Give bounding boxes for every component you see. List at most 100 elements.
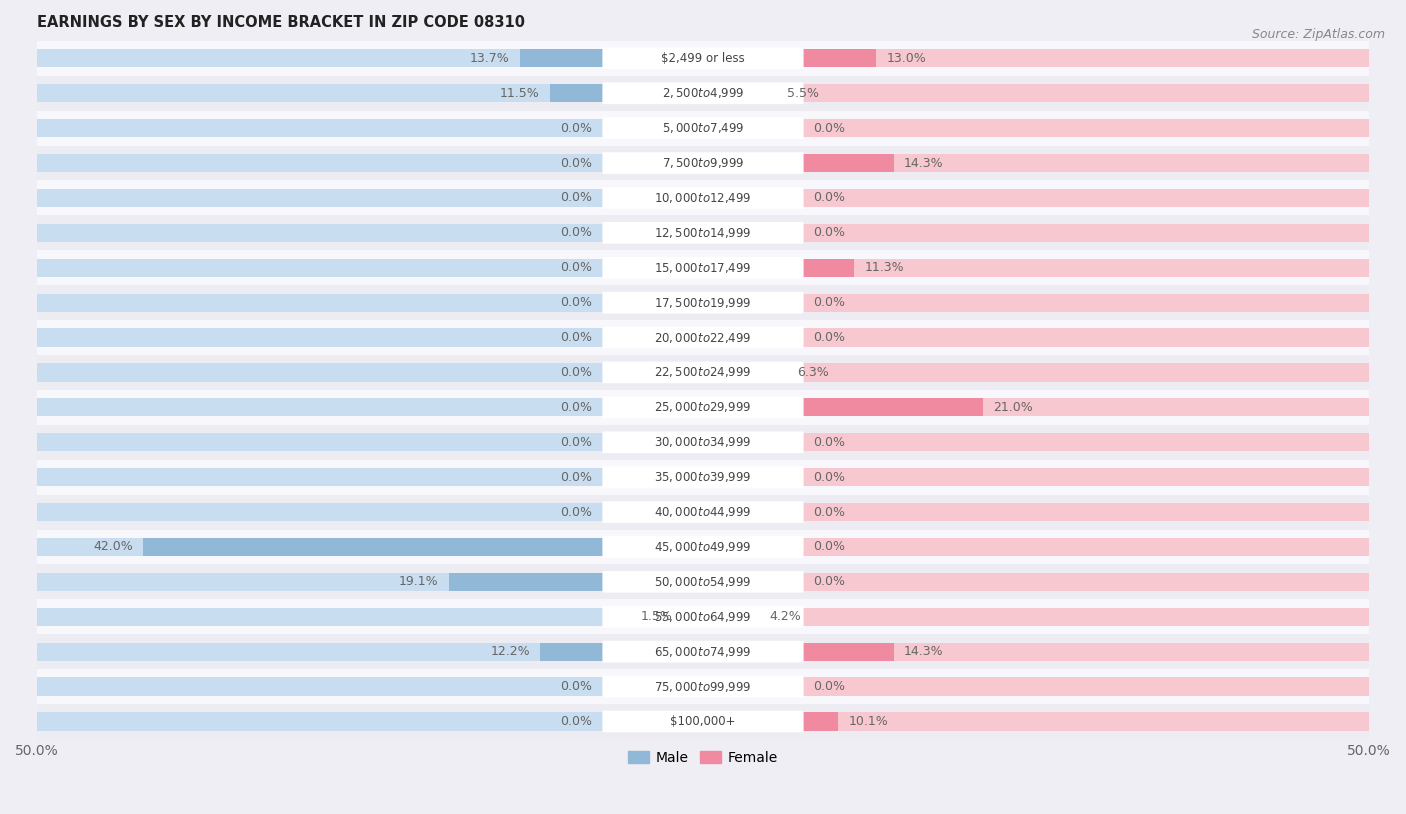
Bar: [803, 573, 1369, 591]
Bar: [37, 189, 603, 207]
Text: $65,000 to $74,999: $65,000 to $74,999: [654, 645, 752, 659]
Bar: [803, 712, 1369, 730]
Text: 19.1%: 19.1%: [398, 575, 437, 589]
Bar: [37, 329, 603, 347]
Bar: [37, 320, 1369, 355]
Bar: [803, 608, 1369, 626]
Text: 0.0%: 0.0%: [814, 505, 845, 519]
Bar: [37, 704, 1369, 739]
Text: $15,000 to $17,499: $15,000 to $17,499: [654, 260, 752, 275]
Bar: [703, 398, 983, 417]
Text: 0.0%: 0.0%: [814, 191, 845, 204]
Bar: [803, 538, 1369, 556]
Text: 4.2%: 4.2%: [769, 610, 801, 624]
Text: 5.5%: 5.5%: [787, 87, 818, 100]
Text: $55,000 to $64,999: $55,000 to $64,999: [654, 610, 752, 624]
Bar: [37, 573, 603, 591]
Text: $50,000 to $54,999: $50,000 to $54,999: [654, 575, 752, 589]
Text: 0.0%: 0.0%: [561, 400, 592, 414]
Bar: [37, 154, 603, 172]
Text: $22,500 to $24,999: $22,500 to $24,999: [654, 365, 752, 379]
Legend: Male, Female: Male, Female: [623, 746, 783, 770]
Text: $45,000 to $49,999: $45,000 to $49,999: [654, 540, 752, 554]
FancyBboxPatch shape: [602, 82, 804, 104]
Bar: [37, 642, 603, 661]
Text: 0.0%: 0.0%: [814, 470, 845, 484]
Bar: [703, 154, 893, 172]
Bar: [37, 468, 603, 486]
Bar: [703, 363, 787, 382]
FancyBboxPatch shape: [602, 711, 804, 733]
Text: $100,000+: $100,000+: [671, 715, 735, 728]
Text: 0.0%: 0.0%: [561, 296, 592, 309]
Bar: [37, 146, 1369, 181]
Text: 10.1%: 10.1%: [848, 715, 889, 728]
Text: 42.0%: 42.0%: [93, 540, 132, 554]
Bar: [37, 294, 603, 312]
Text: 0.0%: 0.0%: [561, 366, 592, 379]
Bar: [550, 84, 703, 103]
Bar: [803, 398, 1369, 417]
Text: 0.0%: 0.0%: [814, 296, 845, 309]
Text: $5,000 to $7,499: $5,000 to $7,499: [662, 121, 744, 135]
Bar: [803, 677, 1369, 696]
Text: 0.0%: 0.0%: [561, 435, 592, 449]
Bar: [683, 608, 703, 626]
Text: $20,000 to $22,499: $20,000 to $22,499: [654, 330, 752, 344]
Text: 11.5%: 11.5%: [499, 87, 538, 100]
Bar: [803, 50, 1369, 68]
Bar: [37, 216, 1369, 250]
Text: 0.0%: 0.0%: [814, 540, 845, 554]
Bar: [703, 608, 759, 626]
FancyBboxPatch shape: [602, 431, 804, 453]
Text: 12.2%: 12.2%: [491, 646, 530, 659]
FancyBboxPatch shape: [602, 641, 804, 663]
FancyBboxPatch shape: [602, 47, 804, 69]
Bar: [37, 433, 603, 451]
Bar: [37, 608, 603, 626]
FancyBboxPatch shape: [602, 396, 804, 418]
Bar: [803, 294, 1369, 312]
Text: $35,000 to $39,999: $35,000 to $39,999: [654, 470, 752, 484]
Text: 13.0%: 13.0%: [887, 52, 927, 65]
Text: 1.5%: 1.5%: [641, 610, 672, 624]
FancyBboxPatch shape: [602, 117, 804, 139]
Bar: [803, 642, 1369, 661]
FancyBboxPatch shape: [602, 536, 804, 558]
Bar: [37, 564, 1369, 599]
Bar: [449, 573, 703, 591]
Text: 0.0%: 0.0%: [561, 505, 592, 519]
Bar: [37, 398, 603, 417]
Bar: [37, 390, 1369, 425]
Text: 0.0%: 0.0%: [814, 680, 845, 693]
FancyBboxPatch shape: [602, 152, 804, 174]
FancyBboxPatch shape: [602, 222, 804, 243]
Bar: [37, 50, 603, 68]
Bar: [37, 285, 1369, 320]
Text: $17,500 to $19,999: $17,500 to $19,999: [654, 295, 752, 309]
Text: 0.0%: 0.0%: [561, 261, 592, 274]
FancyBboxPatch shape: [602, 466, 804, 488]
Text: $10,000 to $12,499: $10,000 to $12,499: [654, 191, 752, 205]
Text: 0.0%: 0.0%: [561, 191, 592, 204]
Bar: [803, 119, 1369, 138]
Text: $2,499 or less: $2,499 or less: [661, 52, 745, 65]
Bar: [37, 41, 1369, 76]
Bar: [37, 634, 1369, 669]
Bar: [37, 181, 1369, 216]
Bar: [37, 76, 1369, 111]
Text: 0.0%: 0.0%: [561, 226, 592, 239]
Bar: [37, 355, 1369, 390]
Bar: [703, 642, 893, 661]
Text: $2,500 to $4,999: $2,500 to $4,999: [662, 86, 744, 100]
Bar: [803, 189, 1369, 207]
FancyBboxPatch shape: [602, 292, 804, 313]
Bar: [37, 529, 1369, 564]
Text: $7,500 to $9,999: $7,500 to $9,999: [662, 156, 744, 170]
Bar: [703, 84, 776, 103]
Text: 6.3%: 6.3%: [797, 366, 830, 379]
Text: 0.0%: 0.0%: [814, 226, 845, 239]
Bar: [37, 111, 1369, 146]
Text: $40,000 to $44,999: $40,000 to $44,999: [654, 505, 752, 519]
Bar: [37, 538, 603, 556]
